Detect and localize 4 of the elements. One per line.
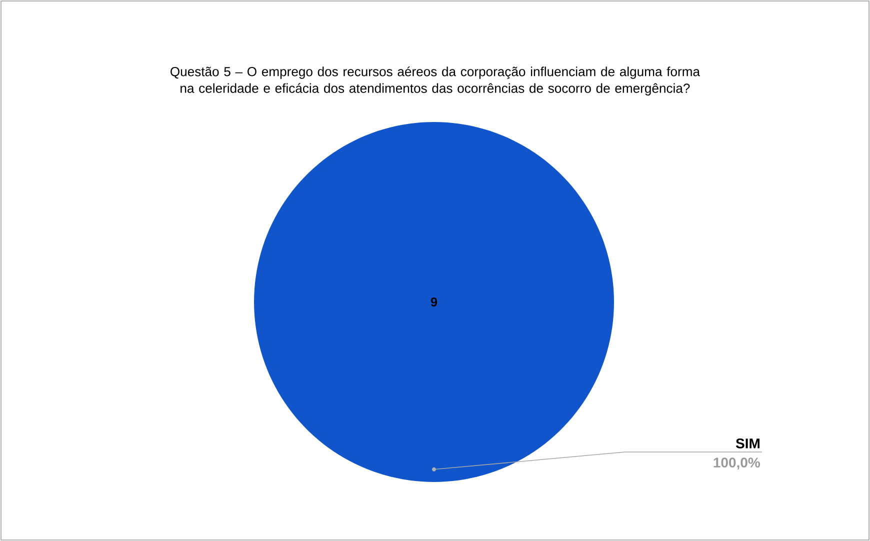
slice-label: SIM [736, 438, 760, 448]
data-label: 9 [430, 298, 438, 306]
text: 100,0% [714, 458, 760, 470]
chart-title: Questão 5 – O emprego dos recursos aéreos da corporação influenciam de alguma forma na celeridade e eficácia dos atendimentos das ocorrências de socorro de emergência? [170, 66, 700, 96]
